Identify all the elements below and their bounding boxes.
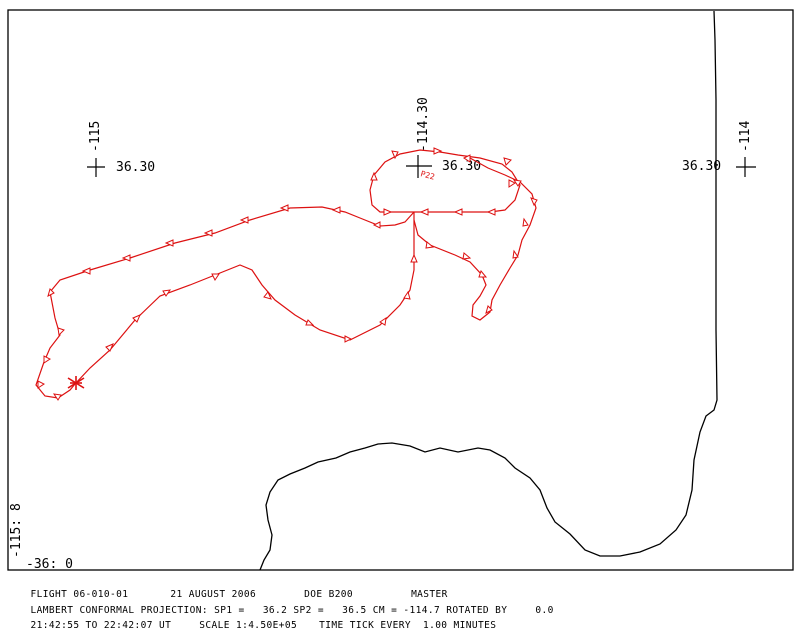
time-tick: [203, 229, 213, 237]
sp1-label: SP1 =: [214, 605, 245, 616]
time-tick: [47, 288, 55, 297]
time-range: 21:42:55 TO 22:42:07 UT: [30, 620, 172, 631]
time-tick: [305, 319, 315, 326]
time-tick-value: 1.00 MINUTES: [422, 620, 497, 631]
time-tick: [52, 393, 62, 401]
grid-cross-west: [87, 158, 105, 177]
center-longitude-label: -114.30: [416, 97, 431, 152]
flight-track-map: -115 36.30 -114.30 36.30 -114 36.30 -115…: [6, 9, 794, 631]
time-tick: [331, 206, 341, 214]
time-tick: [162, 289, 172, 297]
sp1-value: 36.2: [262, 605, 288, 616]
grid-cross-east: [736, 157, 756, 177]
time-tick-markers: [37, 147, 538, 401]
track-annotation: P22: [419, 169, 435, 181]
time-tick: [211, 273, 220, 281]
time-tick: [379, 316, 387, 326]
time-tick: [105, 343, 114, 352]
map-canvas: -115 36.30 -114.30 36.30 -114 36.30 -115…: [7, 9, 794, 572]
rotated-label: ROTATED BY: [446, 605, 508, 616]
footer-projection-line: LAMBERT CONFORMAL PROJECTION: SP1 = 36.2…: [6, 594, 554, 627]
time-tick: [425, 241, 435, 249]
time-tick-label: TIME TICK EVERY: [319, 620, 411, 631]
time-tick: [530, 197, 538, 207]
boundary-line: [259, 10, 718, 571]
time-tick: [383, 208, 393, 216]
time-tick: [485, 305, 493, 314]
time-tick: [478, 269, 488, 278]
center-latitude-label: 36.30: [442, 159, 481, 174]
cm-label: CM =: [372, 605, 398, 616]
time-tick: [410, 253, 418, 263]
time-tick: [279, 204, 289, 212]
time-tick: [512, 249, 519, 259]
time-tick: [453, 208, 463, 216]
projection-label: LAMBERT CONFORMAL PROJECTION:: [30, 605, 208, 616]
time-tick: [164, 239, 174, 247]
map-frame: [7, 9, 794, 571]
sp2-value: 36.5: [342, 605, 367, 616]
time-tick: [81, 267, 91, 275]
time-tick: [370, 171, 378, 181]
footer-time-line: 21:42:55 TO 22:42:07 UT SCALE 1:4.50E+05 T…: [6, 609, 496, 642]
time-tick: [486, 208, 496, 216]
scale-label: SCALE 1:4.50E+05: [199, 620, 298, 631]
time-tick: [503, 157, 512, 166]
cm-value: -114.7: [403, 605, 441, 616]
west-latitude-label: 36.30: [116, 160, 155, 175]
time-tick: [239, 216, 249, 224]
time-tick: [419, 208, 429, 216]
corner-latitude-label: -36: 0: [26, 557, 73, 572]
corner-longitude-label: -115: 8: [9, 503, 24, 558]
airport-marker: [67, 376, 85, 390]
flight-track-upper-loop: [413, 157, 537, 321]
time-tick: [391, 150, 399, 160]
west-longitude-label: -115: [88, 121, 103, 152]
flight-role: MASTER: [411, 589, 448, 600]
flight-track-west-leg: [35, 206, 415, 399]
time-tick: [37, 380, 45, 389]
aircraft-name: DOE B200: [304, 589, 354, 600]
time-tick: [344, 335, 353, 343]
east-longitude-label: -114: [738, 121, 753, 152]
time-tick: [43, 355, 51, 364]
time-tick: [508, 179, 516, 188]
time-tick: [522, 217, 529, 227]
rotated-value: 0.0: [535, 605, 554, 616]
time-tick: [512, 179, 522, 187]
flight-date: 21 AUGUST 2006: [170, 589, 257, 600]
time-tick: [372, 221, 381, 229]
grid-cross-center: [406, 155, 432, 178]
flight-id: FLIGHT 06-010-01: [30, 589, 129, 600]
time-tick: [132, 314, 141, 323]
flight-track: [74, 149, 521, 385]
time-tick: [463, 154, 471, 163]
time-tick: [121, 254, 131, 262]
time-tick: [263, 291, 272, 300]
time-tick: [57, 327, 65, 337]
sp2-label: SP2 =: [293, 605, 325, 616]
time-tick: [403, 290, 411, 300]
east-latitude-label: 36.30: [682, 159, 721, 174]
time-tick: [462, 252, 472, 260]
time-tick: [433, 147, 443, 155]
footer-flight-line: FLIGHT 06-010-01 21 AUGUST 2006 DOE B200 MA…: [6, 578, 448, 611]
